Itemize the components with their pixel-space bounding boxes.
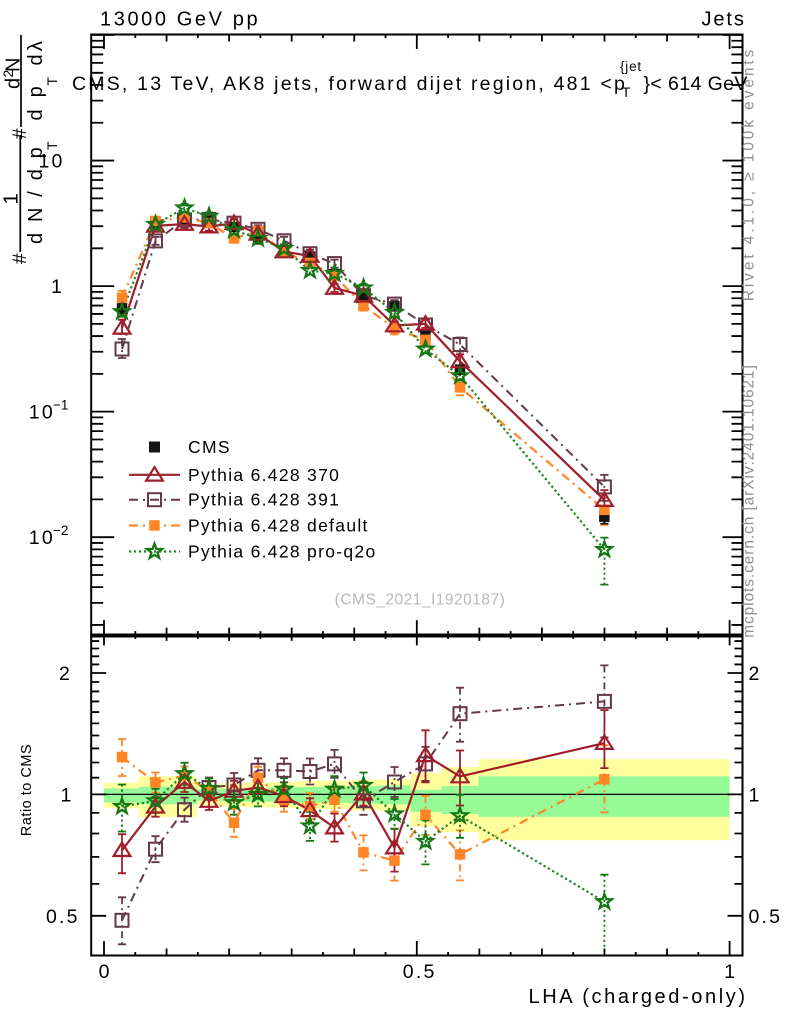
svg-text:0.5: 0.5	[749, 906, 783, 928]
svg-text:Pythia 6.428 370: Pythia 6.428 370	[188, 465, 340, 485]
svg-text:Rivet 4.1.0, ≥ 100k events: Rivet 4.1.0, ≥ 100k events	[741, 47, 758, 302]
svg-text:1: 1	[61, 784, 72, 806]
svg-text:d N / d p: d N / d p	[25, 145, 47, 244]
svg-text:2: 2	[59, 663, 70, 685]
svg-text:d: d	[3, 78, 25, 89]
svg-text:2: 2	[0, 70, 16, 78]
svg-text:−1: −1	[53, 398, 68, 413]
svg-text:#: #	[10, 253, 31, 264]
svg-text:1: 1	[724, 961, 735, 983]
svg-text:Jets: Jets	[702, 8, 746, 30]
svg-text:N: N	[3, 58, 25, 72]
svg-text:−2: −2	[53, 523, 68, 538]
svg-text:10: 10	[39, 151, 65, 173]
svg-text:(CMS_2021_I1920187): (CMS_2021_I1920187)	[335, 592, 506, 609]
svg-text:1: 1	[749, 784, 760, 806]
svg-text:LHA (charged-only): LHA (charged-only)	[529, 986, 748, 1008]
svg-text:{jet: {jet	[620, 59, 642, 74]
svg-text:}< 614 GeV: }< 614 GeV	[644, 73, 748, 95]
svg-text:0.5: 0.5	[46, 906, 80, 928]
svg-text:10: 10	[29, 527, 55, 549]
svg-text:10: 10	[29, 402, 55, 424]
svg-text:Pythia 6.428 pro-q2o: Pythia 6.428 pro-q2o	[188, 542, 376, 562]
svg-text:T: T	[44, 77, 60, 86]
svg-text:T: T	[44, 141, 60, 150]
svg-text:0.5: 0.5	[403, 961, 437, 983]
svg-text:1: 1	[0, 193, 23, 204]
svg-text:mcplots.cern.ch [arXiv:2401.10: mcplots.cern.ch [arXiv:2401.10621]	[741, 364, 758, 638]
svg-text:2: 2	[749, 663, 760, 685]
svg-text:0: 0	[99, 961, 110, 983]
svg-text:CMS, 13 TeV, AK8 jets, forward: CMS, 13 TeV, AK8 jets, forward dijet reg…	[72, 73, 627, 95]
svg-text:Pythia 6.428 391: Pythia 6.428 391	[188, 490, 340, 510]
svg-text:T: T	[622, 85, 630, 100]
svg-text:dλ: dλ	[25, 38, 47, 66]
svg-text:CMS: CMS	[188, 437, 231, 457]
svg-text:Pythia 6.428 default: Pythia 6.428 default	[188, 516, 369, 536]
svg-text:Ratio to CMS: Ratio to CMS	[19, 744, 35, 836]
svg-text:13000 GeV pp: 13000 GeV pp	[100, 8, 260, 30]
svg-text:#: #	[10, 128, 31, 139]
svg-text:d p: d p	[25, 83, 47, 120]
svg-text:1: 1	[51, 276, 62, 298]
